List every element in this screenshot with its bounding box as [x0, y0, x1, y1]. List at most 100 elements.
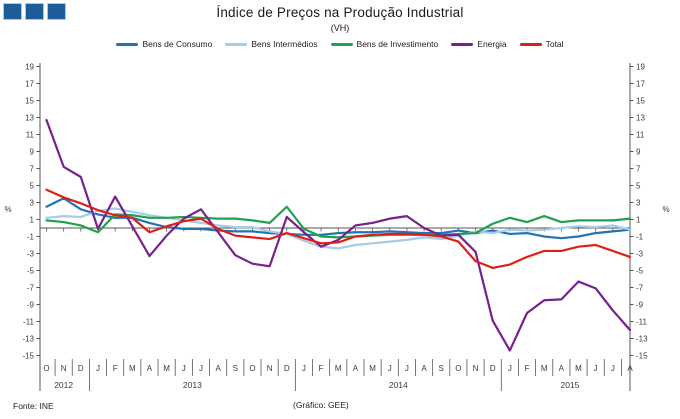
svg-text:19: 19: [25, 62, 34, 71]
svg-text:D: D: [284, 364, 290, 373]
source-note: Fonte: INE: [13, 401, 54, 411]
legend-item: Bens de Consumo: [116, 39, 212, 49]
svg-text:2013: 2013: [183, 380, 202, 390]
svg-text:7: 7: [30, 164, 35, 173]
svg-text:O: O: [43, 364, 49, 373]
svg-text:2014: 2014: [389, 380, 408, 390]
svg-text:M: M: [575, 364, 582, 373]
logo: [3, 3, 66, 20]
svg-text:3: 3: [636, 198, 641, 207]
svg-text:2012: 2012: [54, 380, 73, 390]
legend-item: Bens de Investimento: [330, 39, 439, 49]
svg-text:J: J: [199, 364, 203, 373]
svg-text:9: 9: [636, 147, 641, 156]
svg-text:J: J: [405, 364, 409, 373]
svg-text:J: J: [508, 364, 512, 373]
svg-text:-13: -13: [636, 334, 648, 343]
svg-text:A: A: [353, 364, 359, 373]
svg-text:15: 15: [25, 96, 34, 105]
svg-text:D: D: [78, 364, 84, 373]
svg-text:J: J: [182, 364, 186, 373]
svg-text:-9: -9: [636, 300, 644, 309]
svg-text:5: 5: [30, 181, 35, 190]
legend-item: Total: [519, 39, 564, 49]
svg-text:2015: 2015: [560, 380, 579, 390]
svg-text:A: A: [559, 364, 565, 373]
logo-square: [47, 3, 66, 20]
svg-text:5: 5: [636, 181, 641, 190]
svg-text:J: J: [594, 364, 598, 373]
svg-text:A: A: [215, 364, 221, 373]
svg-text:O: O: [455, 364, 461, 373]
svg-text:-1: -1: [636, 232, 644, 241]
svg-text:13: 13: [25, 113, 34, 122]
svg-text:J: J: [611, 364, 615, 373]
chart-title: Índice de Preços na Produção Industrial: [216, 5, 464, 20]
svg-text:-9: -9: [27, 300, 35, 309]
svg-text:A: A: [147, 364, 153, 373]
svg-text:S: S: [439, 364, 444, 373]
svg-text:M: M: [163, 364, 170, 373]
svg-text:J: J: [96, 364, 100, 373]
svg-text:11: 11: [26, 130, 35, 139]
legend-swatch: [330, 42, 353, 46]
legend-item: Energia: [451, 39, 507, 49]
svg-text:F: F: [113, 364, 118, 373]
legend-swatch: [451, 42, 474, 46]
chart-subtitle: (VH): [330, 23, 350, 33]
svg-text:-11: -11: [23, 317, 35, 326]
svg-text:D: D: [490, 364, 496, 373]
svg-text:-13: -13: [22, 334, 34, 343]
svg-text:19: 19: [636, 62, 645, 71]
svg-text:-1: -1: [27, 232, 35, 241]
legend-swatch: [116, 42, 139, 46]
svg-text:O: O: [249, 364, 255, 373]
svg-text:-11: -11: [636, 317, 648, 326]
svg-text:-7: -7: [636, 283, 644, 292]
svg-text:17: 17: [25, 79, 34, 88]
svg-text:A: A: [627, 364, 633, 373]
svg-text:-5: -5: [636, 266, 644, 275]
svg-text:M: M: [129, 364, 136, 373]
svg-text:M: M: [541, 364, 548, 373]
legend-label: Bens Intermédios: [251, 39, 318, 49]
svg-text:F: F: [319, 364, 324, 373]
svg-text:%: %: [662, 205, 669, 214]
svg-text:J: J: [388, 364, 392, 373]
svg-text:A: A: [421, 364, 427, 373]
svg-text:-7: -7: [27, 283, 35, 292]
svg-text:M: M: [369, 364, 376, 373]
svg-text:1: 1: [30, 215, 35, 224]
svg-text:F: F: [525, 364, 530, 373]
svg-text:-5: -5: [27, 266, 35, 275]
logo-square: [25, 3, 44, 20]
legend-swatch: [225, 42, 248, 46]
svg-text:7: 7: [636, 164, 641, 173]
svg-text:-3: -3: [636, 249, 644, 258]
legend-swatch: [519, 42, 542, 46]
legend-label: Bens de Consumo: [142, 39, 213, 49]
logo-square: [3, 3, 22, 20]
svg-text:13: 13: [636, 113, 645, 122]
legend: Bens de Consumo Bens Intermédios Bens de I…: [0, 39, 680, 49]
svg-text:M: M: [335, 364, 342, 373]
svg-text:J: J: [302, 364, 306, 373]
svg-text:S: S: [233, 364, 238, 373]
legend-label: Bens de Investimento: [356, 39, 439, 49]
svg-text:11: 11: [636, 130, 645, 139]
svg-text:3: 3: [30, 198, 35, 207]
svg-text:9: 9: [30, 147, 35, 156]
svg-text:N: N: [267, 364, 273, 373]
svg-text:-15: -15: [636, 351, 648, 360]
legend-item: Bens Intermédios: [225, 39, 318, 49]
svg-text:N: N: [473, 364, 479, 373]
legend-label: Total: [545, 39, 564, 49]
svg-text:%: %: [4, 205, 11, 214]
svg-text:15: 15: [636, 96, 645, 105]
svg-text:1: 1: [636, 215, 641, 224]
legend-label: Energia: [477, 39, 507, 49]
credit-note: (Gráfico: GEE): [293, 400, 349, 410]
svg-text:17: 17: [636, 79, 645, 88]
svg-text:N: N: [61, 364, 67, 373]
